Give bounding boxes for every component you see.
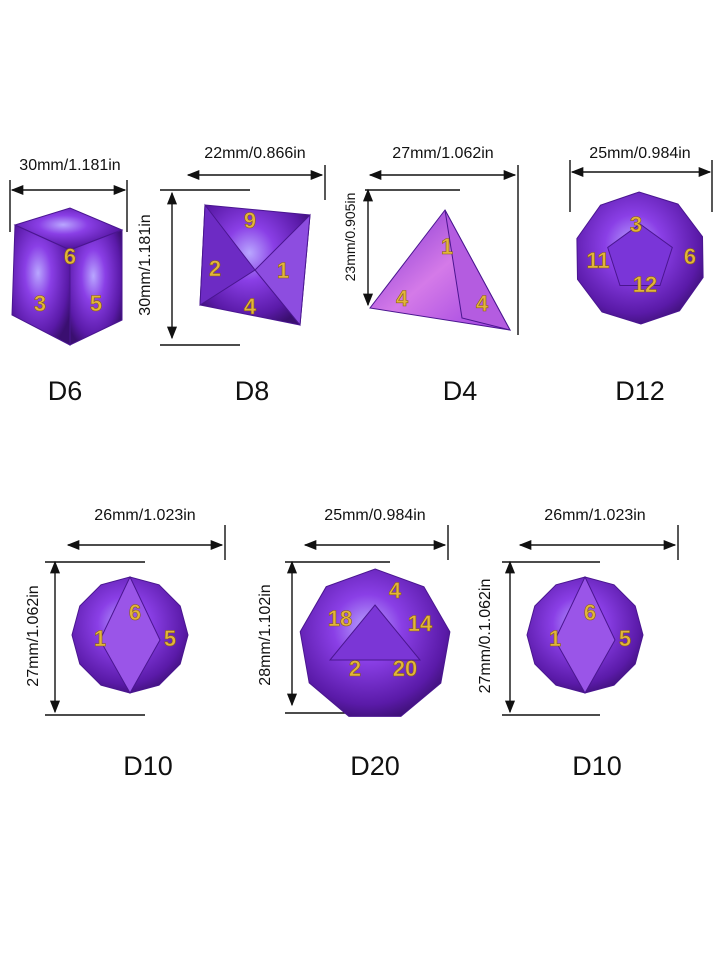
die-numeral: 5 [619, 626, 631, 651]
die-card: 92 14 22mm/0.866in 30mm/1.181in D8 [137, 145, 326, 406]
die-numeral: 1 [441, 234, 453, 259]
height-label: 27mm/0.1.062in [477, 579, 494, 694]
die-face [69, 229, 123, 346]
die-card: 61 5 26mm/1.023in 27mm/0.1.062in D10 [477, 507, 679, 781]
die-label: D10 [572, 751, 622, 781]
width-label: 26mm/1.023in [94, 507, 195, 524]
die-numeral: 12 [633, 272, 657, 297]
width-label: 25mm/0.984in [589, 145, 690, 162]
width-label: 22mm/0.866in [204, 145, 305, 162]
die-face [607, 223, 673, 286]
die-label: D12 [615, 376, 665, 406]
die-numeral: 2 [349, 656, 361, 681]
die-numeral: 4 [476, 291, 489, 316]
die-numeral: 1 [549, 626, 561, 651]
die-label: D6 [48, 376, 83, 406]
die-numeral: 3 [34, 291, 46, 316]
height-label: 28mm/1.102in [257, 584, 274, 685]
die-numeral: 4 [389, 578, 402, 603]
height-label: 23mm/0.905in [342, 193, 358, 282]
die-numeral: 11 [586, 248, 609, 273]
die-numeral: 5 [164, 626, 176, 651]
width-label: 26mm/1.023in [544, 507, 645, 524]
die-label: D20 [350, 751, 400, 781]
width-label: 30mm/1.181in [19, 157, 120, 174]
die-face [199, 203, 256, 306]
die-label: D10 [123, 751, 173, 781]
die-card: 3 11 12 6 25mm/0.984in D12 [569, 145, 713, 406]
width-label: 25mm/0.984in [324, 507, 425, 524]
height-label: 27mm/1.062in [25, 585, 42, 686]
die-numeral: 6 [584, 600, 596, 625]
die-numeral: 18 [328, 606, 352, 631]
die-numeral: 9 [244, 208, 256, 233]
die-numeral: 14 [408, 611, 433, 636]
die-numeral: 3 [630, 212, 642, 237]
die-numeral: 6 [684, 244, 696, 269]
die-numeral: 4 [396, 286, 409, 311]
width-label: 27mm/1.062in [392, 145, 493, 162]
die-card: 63 5 30mm/1.181in D6 [9, 157, 128, 406]
height-label: 30mm/1.181in [137, 214, 154, 315]
die-numeral: 1 [94, 626, 106, 651]
die-numeral: 5 [90, 291, 102, 316]
die-numeral: 6 [64, 244, 76, 269]
die-face [99, 575, 161, 695]
die-label: D8 [235, 376, 270, 406]
die-face [554, 575, 616, 695]
die-numeral: 4 [244, 294, 257, 319]
die-face [328, 604, 422, 661]
die-numeral: 2 [209, 256, 221, 281]
die-numeral: 1 [277, 258, 289, 283]
die-card: 18 4 2 20 14 25mm/0.984in 28mm/1.102in D20 [257, 507, 451, 781]
die-card: 61 5 26mm/1.023in 27mm/1.062in D10 [25, 507, 226, 781]
die-numeral: 20 [393, 656, 417, 681]
die-face [254, 213, 311, 327]
die-card: 1 4 4 27mm/1.062in 23mm/0.905in D4 [342, 145, 519, 406]
die-face [444, 209, 511, 331]
die-numeral: 6 [129, 600, 141, 625]
die-label: D4 [443, 376, 478, 406]
